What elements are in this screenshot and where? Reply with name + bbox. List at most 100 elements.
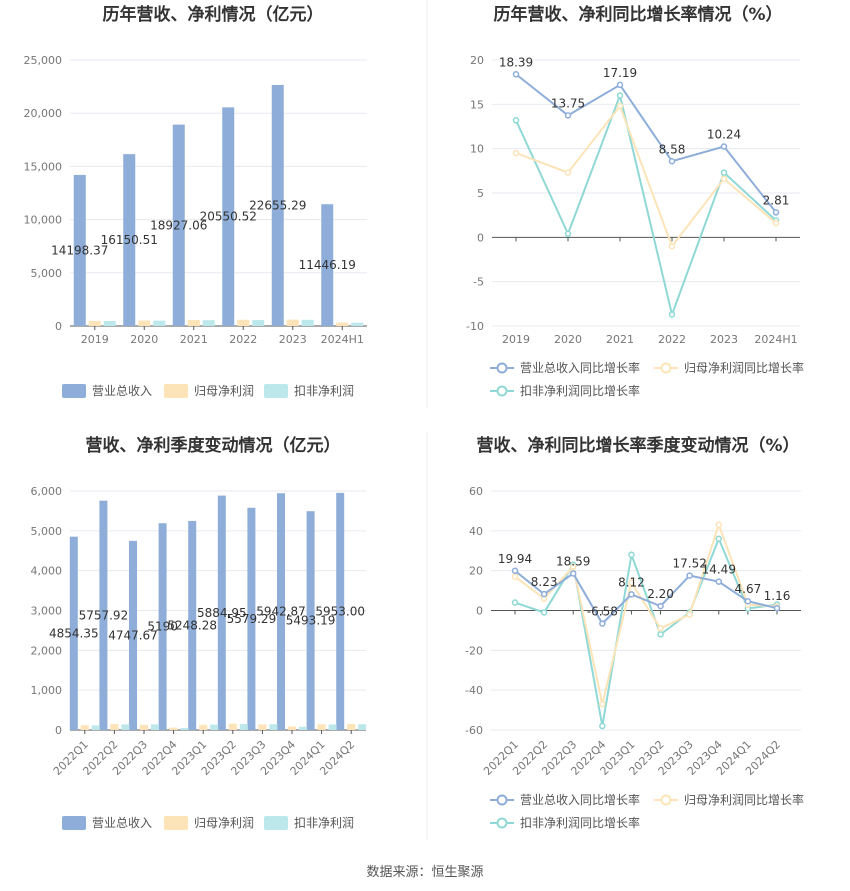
bar-deducted-profit <box>301 319 314 326</box>
legend-marker <box>496 794 508 806</box>
bar-revenue <box>247 507 256 730</box>
y-tick-label: -40 <box>465 684 483 697</box>
data-point <box>628 579 635 586</box>
bar-data-label: 16150.51 <box>101 233 158 247</box>
data-point <box>512 117 520 124</box>
series-line-deducted <box>514 536 778 727</box>
bar-data-label: 18927.06 <box>150 218 207 232</box>
data-point <box>686 572 693 579</box>
bar-deducted-profit <box>252 320 265 326</box>
bar-deducted-profit <box>153 320 166 326</box>
x-tick-label: 2024H1 <box>754 333 797 346</box>
bar-deducted-profit <box>103 320 116 326</box>
legend-marker <box>496 362 508 374</box>
bar-revenue <box>188 520 197 730</box>
data-point <box>668 158 676 165</box>
data-point <box>512 149 520 157</box>
data-point <box>540 590 548 598</box>
bar-revenue <box>73 174 86 326</box>
line-data-label: 2.20 <box>647 587 674 601</box>
bar-deducted-profit <box>202 320 215 326</box>
bar-revenue <box>158 523 167 730</box>
line-data-label: 17.52 <box>672 557 706 571</box>
bar-revenue <box>222 107 235 326</box>
data-point <box>720 143 728 150</box>
y-tick-label: 0 <box>55 724 62 737</box>
bar-data-label: 5953.00 <box>315 604 365 618</box>
data-point <box>668 311 676 318</box>
legend-swatch <box>164 384 188 398</box>
bar-parent-profit <box>258 724 267 730</box>
y-tick-label: 20,000 <box>24 107 63 120</box>
bar-data-label: 5884.95 <box>197 606 247 620</box>
y-tick-label: 10,000 <box>24 214 63 227</box>
y-tick-label: 2,000 <box>31 644 63 657</box>
bar-deducted-profit <box>210 724 219 730</box>
x-tick-label: 2023 <box>279 333 307 346</box>
bar-parent-profit <box>187 320 200 326</box>
data-point <box>628 551 635 558</box>
bar-deducted-profit <box>269 724 278 730</box>
y-tick-label: 5 <box>477 187 484 200</box>
data-point <box>668 242 676 250</box>
data-point <box>686 611 693 618</box>
bar-parent-profit <box>228 723 237 730</box>
bar-revenue <box>99 500 108 730</box>
x-tick-label: 2023 <box>710 333 738 346</box>
data-point <box>564 112 572 119</box>
bar-parent-profit <box>199 724 208 730</box>
y-tick-label: -60 <box>465 724 483 737</box>
bar-revenue <box>172 124 185 326</box>
bar-parent-profit <box>237 319 250 326</box>
y-tick-label: 6,000 <box>31 485 63 498</box>
data-source: 数据来源：恒生聚源 <box>366 865 483 880</box>
data-point <box>599 700 606 708</box>
y-tick-label: 60 <box>469 485 483 498</box>
legend-label: 归母净利润 <box>194 384 254 398</box>
bar-parent-profit <box>169 727 178 730</box>
bar-data-label: 5248.28 <box>167 618 217 632</box>
chart-title: 营收、净利同比增长率季度变动情况（%） <box>476 435 799 456</box>
chart-title: 历年营收、净利同比增长率情况（%） <box>493 4 782 25</box>
x-tick-label: 2020 <box>554 333 582 346</box>
bar-data-label: 4747.67 <box>108 628 158 642</box>
legend-swatch <box>264 384 288 398</box>
data-point <box>511 599 519 606</box>
data-point <box>616 81 624 89</box>
line-data-label: 8.23 <box>531 575 558 589</box>
legend-label: 营业总收入同比增长率 <box>520 792 640 807</box>
data-point <box>599 722 606 730</box>
y-tick-label: 20 <box>469 565 483 578</box>
bar-data-label: 11446.19 <box>299 258 356 272</box>
bar-data-label: 14198.37 <box>51 243 108 257</box>
data-point <box>511 567 519 575</box>
y-tick-label: -5 <box>473 276 484 289</box>
line-data-label: 13.75 <box>551 96 585 110</box>
x-tick-label: 2020 <box>130 333 158 346</box>
data-point <box>715 535 723 543</box>
bar-revenue <box>321 204 334 326</box>
x-tick-label: 2022 <box>229 333 257 346</box>
data-point <box>569 570 577 577</box>
legend-label: 归母净利润同比增长率 <box>684 360 804 375</box>
bar-parent-profit <box>336 322 349 326</box>
y-tick-label: 0 <box>476 605 483 618</box>
bar-revenue <box>277 493 285 730</box>
data-point <box>720 175 728 183</box>
line-data-label: 17.19 <box>603 66 637 80</box>
bar-parent-profit <box>80 725 89 730</box>
data-point <box>512 71 520 78</box>
series-line-deducted <box>515 92 777 318</box>
bar-deducted-profit <box>328 724 337 730</box>
data-point <box>772 219 780 227</box>
bar-revenue <box>336 492 345 730</box>
bar-deducted-profit <box>180 728 189 730</box>
bar-data-label: 20550.52 <box>200 210 257 224</box>
x-tick-label: 2022 <box>658 333 686 346</box>
bar-revenue <box>306 511 315 730</box>
data-point <box>773 604 781 612</box>
legend-label: 营业总收入同比增长率 <box>520 360 640 375</box>
data-point <box>720 169 728 176</box>
legend-swatch <box>62 384 86 398</box>
